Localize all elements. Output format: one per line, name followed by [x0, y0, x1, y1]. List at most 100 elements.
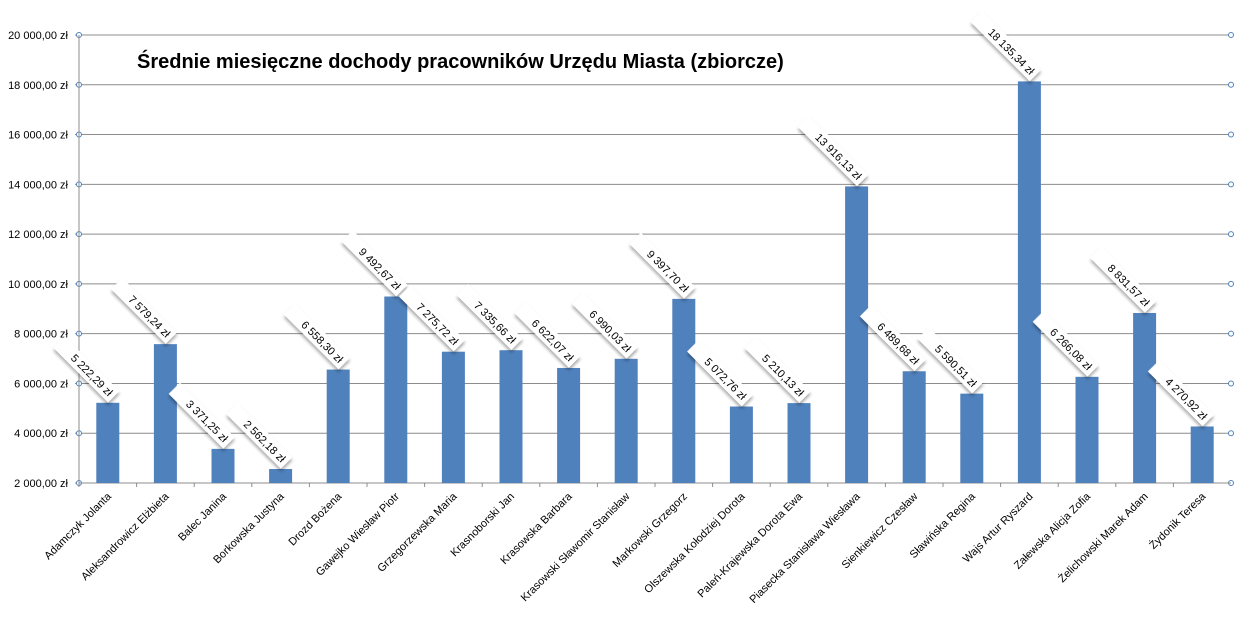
data-label-text: 18 135,34 zł — [985, 27, 1036, 78]
data-label: 13 916,13 zł — [797, 115, 869, 187]
data-label: 6 558,30 zł — [283, 303, 350, 370]
secondary-axis-marker — [1228, 32, 1234, 38]
data-label-box — [744, 336, 811, 403]
data-label-box — [111, 277, 178, 344]
bar — [153, 344, 177, 483]
data-label-text: 6 558,30 zł — [298, 319, 345, 366]
data-label-text: 2 562,18 zł — [241, 419, 288, 466]
gridlines — [79, 34, 1231, 484]
data-label-text: 7 335,66 zł — [471, 300, 518, 347]
data-label: 3 371,25 zł — [168, 382, 235, 449]
data-label: 4 270,92 zł — [1147, 360, 1214, 427]
data-label-box — [859, 304, 926, 371]
data-label-box — [399, 285, 466, 352]
data-label-box — [1147, 360, 1214, 427]
data-label: 8 831,57 zł — [1090, 246, 1157, 313]
data-label-text: 7 275,72 zł — [414, 301, 461, 348]
secondary-axis-marker — [1228, 280, 1234, 287]
data-label-text: 5 210,13 zł — [759, 353, 806, 400]
data-label-text: 9 492,67 zł — [356, 246, 403, 293]
bar — [326, 369, 350, 483]
data-label-box — [1032, 310, 1099, 377]
data-label: 18 135,34 zł — [970, 10, 1042, 82]
bar — [384, 296, 408, 483]
data-label: 9 492,67 zł — [341, 230, 408, 297]
bar — [672, 298, 696, 483]
data-label-box — [226, 402, 293, 469]
bar — [211, 448, 235, 483]
data-label-box — [1090, 246, 1157, 313]
chart-title: Średnie miesięczne dochody pracowników U… — [137, 49, 784, 73]
data-label: 6 990,03 zł — [571, 292, 638, 359]
data-label-text: 9 397,70 zł — [644, 248, 691, 295]
data-label: 6 622,07 zł — [514, 301, 581, 368]
data-label-box — [168, 382, 235, 449]
data-label-box — [687, 340, 754, 407]
data-label-text: 6 990,03 zł — [586, 308, 633, 355]
category-label: Drozd Bożena — [287, 490, 345, 548]
category-label: Piasecka Stanisława Wiesława — [747, 490, 863, 606]
data-label: 6 266,08 zł — [1032, 310, 1099, 377]
y-tick-label: 2 000,00 zł — [14, 478, 68, 490]
data-label-box — [571, 292, 638, 359]
category-label: Balec Janina — [176, 490, 230, 544]
data-label-text: 6 622,07 zł — [529, 318, 576, 365]
data-label: 2 562,18 zł — [226, 402, 293, 469]
data-label-text: 3 371,25 zł — [183, 398, 230, 445]
data-label: 7 335,66 zł — [456, 283, 523, 350]
y-tick-label: 20 000,00 zł — [8, 30, 68, 42]
data-label-box — [456, 283, 523, 350]
data-label: 9 397,70 zł — [629, 232, 696, 299]
bar — [845, 186, 869, 483]
bar — [441, 351, 465, 483]
data-label: 6 489,68 zł — [859, 304, 926, 371]
secondary-axis-marker — [1228, 430, 1234, 437]
secondary-axis-marker — [1228, 181, 1234, 188]
y-tick-label: 6 000,00 zł — [14, 378, 68, 390]
category-label: Paleń-Krajewska Dorota Ewa — [695, 490, 805, 600]
data-label-box — [970, 10, 1042, 82]
y-tick-label: 14 000,00 zł — [8, 179, 68, 191]
secondary-axis-marker — [1228, 81, 1234, 88]
data-label: 5 072,76 zł — [687, 340, 754, 407]
y-tick-label: 18 000,00 zł — [8, 80, 68, 92]
bar — [1133, 312, 1157, 483]
data-label-box — [629, 232, 696, 299]
y-tick-label: 12 000,00 zł — [8, 229, 68, 241]
data-label-box — [53, 336, 120, 403]
data-label: 7 275,72 zł — [399, 285, 466, 352]
data-label-text: 5 072,76 zł — [702, 356, 749, 403]
bar — [499, 350, 523, 483]
category-label: Olszewska Kołodziej Dorota — [642, 490, 748, 596]
y-tick-label: 10 000,00 zł — [8, 279, 68, 291]
y-tick-label: 4 000,00 zł — [14, 428, 68, 440]
bars — [96, 81, 1214, 484]
bar — [1190, 426, 1214, 483]
bar — [902, 371, 926, 483]
secondary-axis-marker — [1228, 231, 1234, 238]
data-label-box — [283, 303, 350, 370]
data-label-box — [917, 327, 984, 394]
bar — [557, 367, 581, 483]
bar — [96, 402, 120, 483]
bar — [960, 393, 984, 483]
data-label-box — [514, 301, 581, 368]
bar — [614, 358, 638, 483]
bar — [729, 406, 753, 483]
secondary-axis-marker — [1228, 131, 1234, 138]
bar — [1075, 376, 1099, 483]
data-label-text: 8 831,57 zł — [1105, 263, 1152, 310]
data-label-text: 6 489,68 zł — [874, 321, 921, 368]
data-label: 5 210,13 zł — [744, 336, 811, 403]
data-label-box — [341, 230, 408, 297]
y-tick-label: 16 000,00 zł — [8, 130, 68, 142]
y-tick-label: 8 000,00 zł — [14, 329, 68, 341]
secondary-axis-marker — [1228, 380, 1234, 387]
data-label-text: 13 916,13 zł — [812, 132, 863, 183]
data-label-box — [797, 115, 869, 187]
data-label-text: 5 222,29 zł — [68, 352, 115, 399]
category-label: Żydonik Teresa — [1147, 489, 1209, 551]
